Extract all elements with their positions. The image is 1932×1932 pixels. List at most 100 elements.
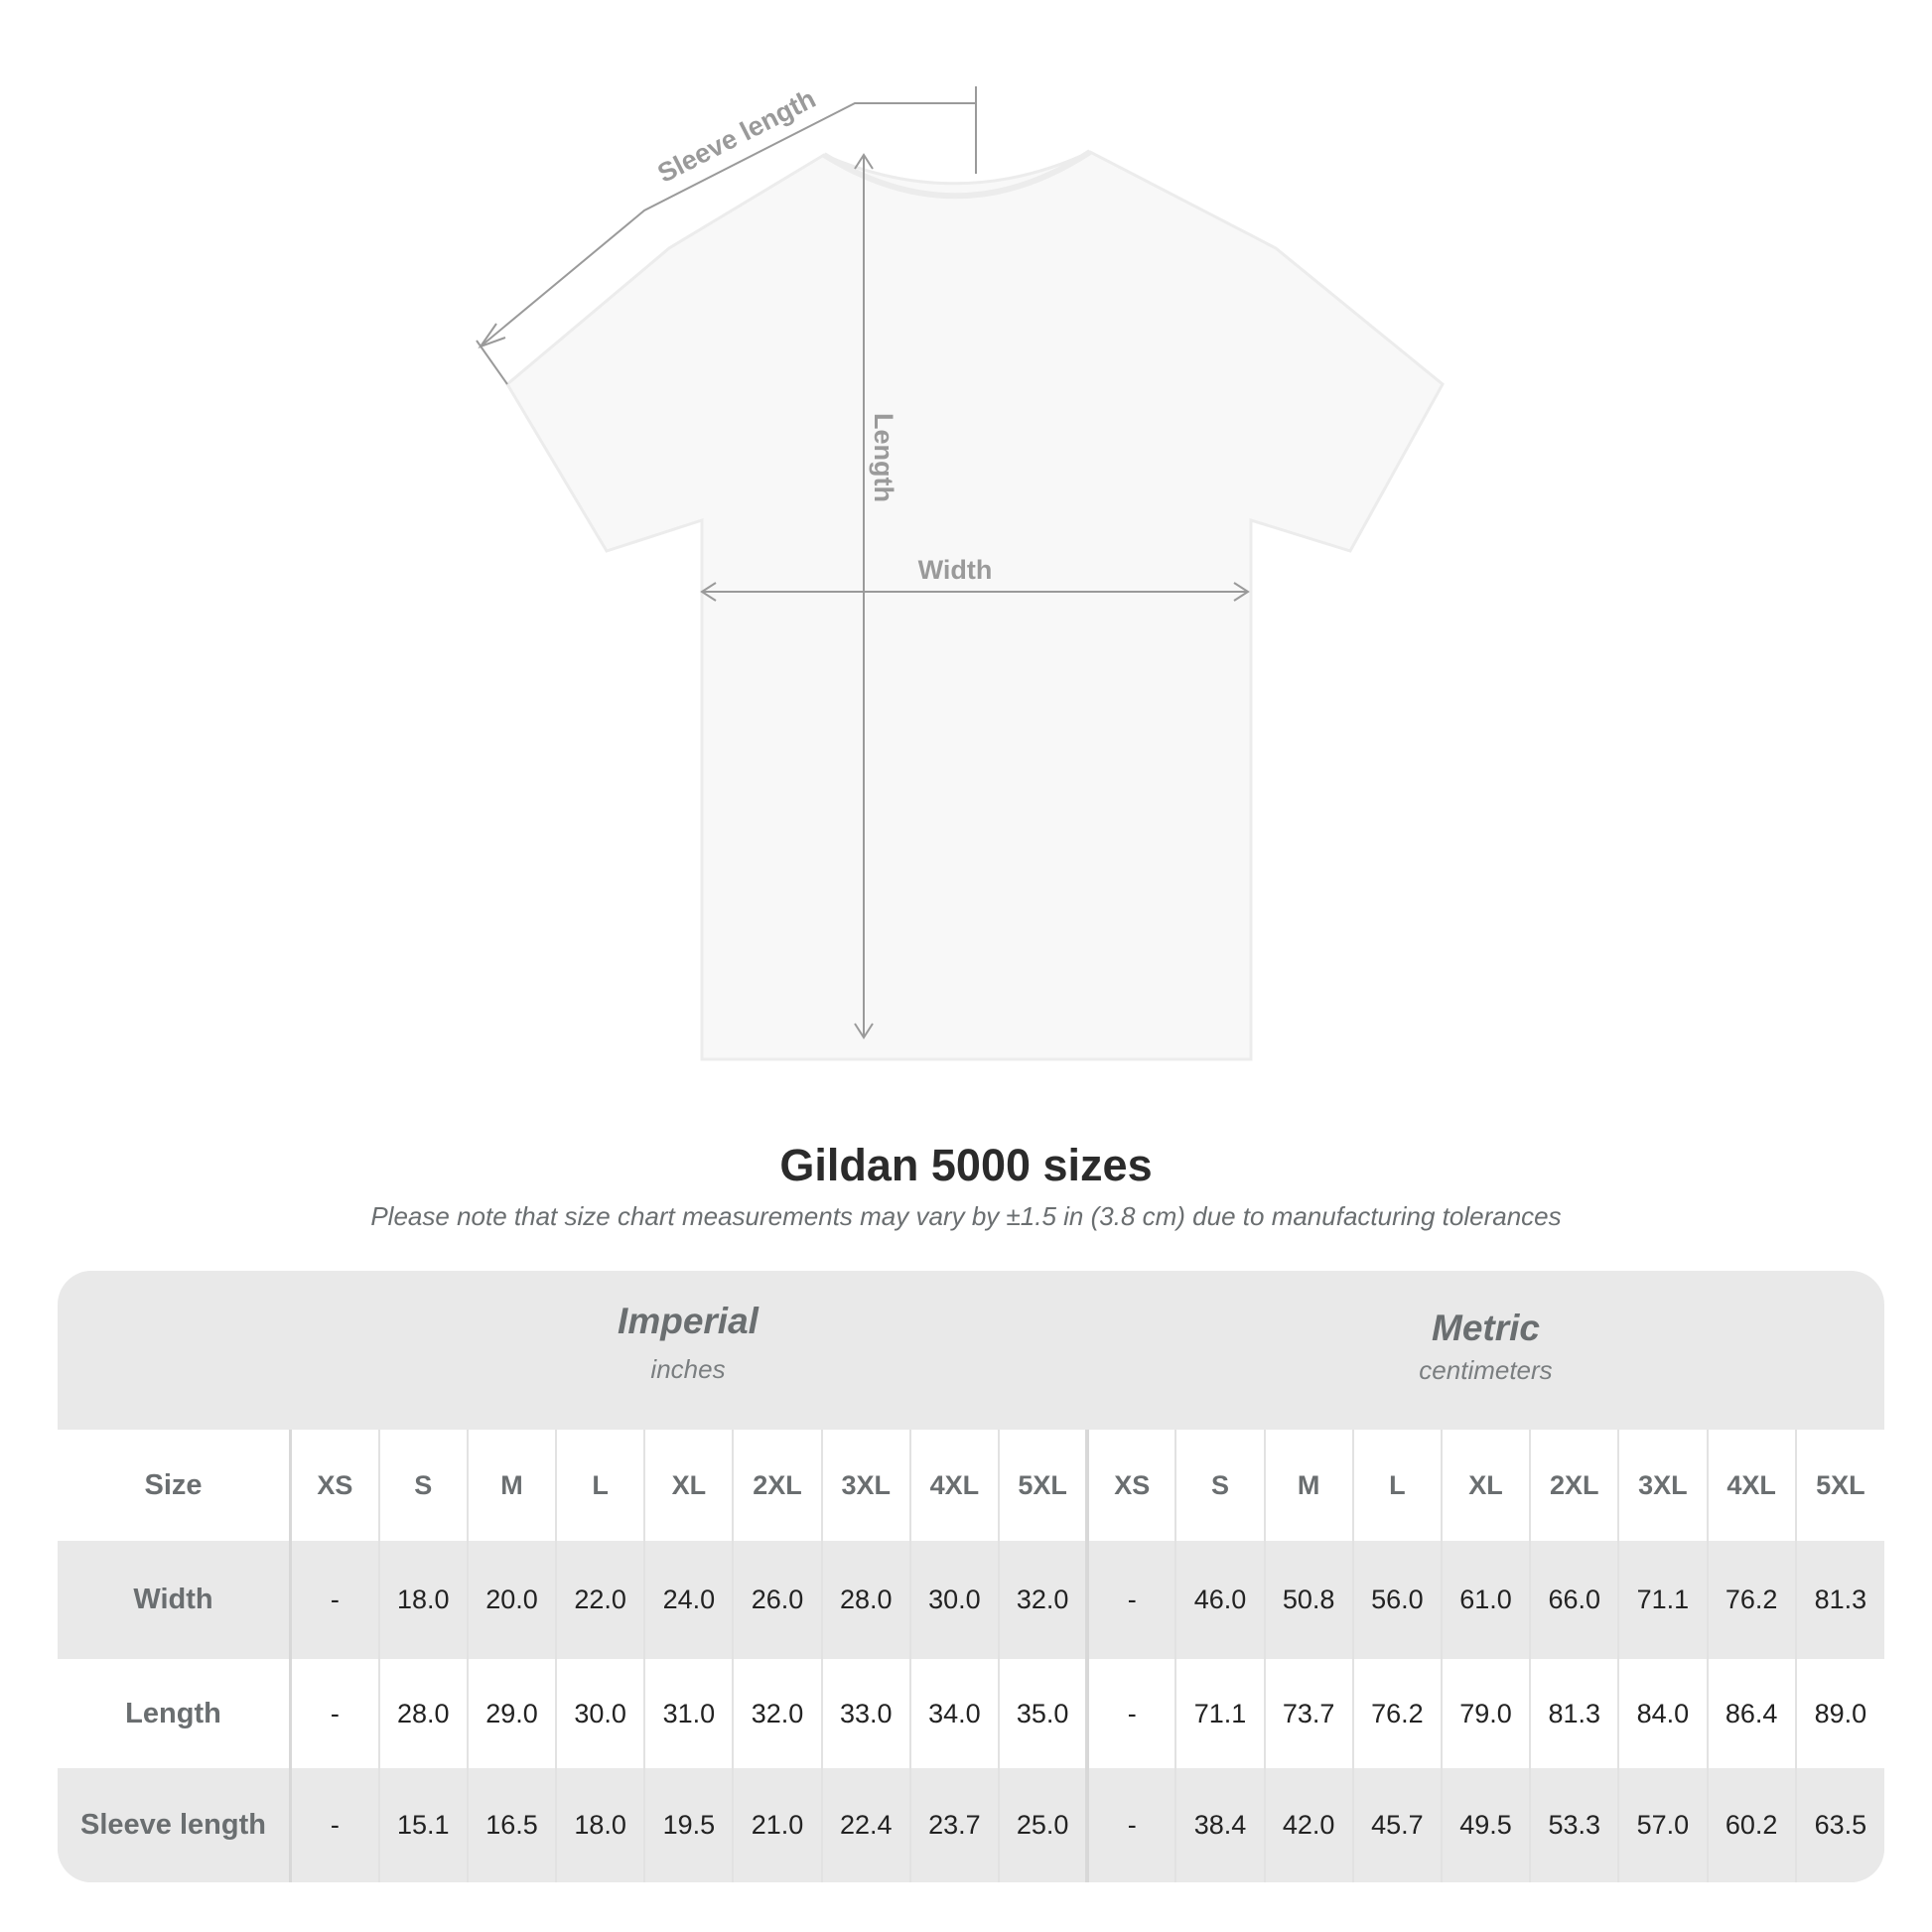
- imperial-cell: 30.0: [555, 1659, 645, 1768]
- metric-cell: 76.2: [1351, 1659, 1442, 1768]
- size-header-row: Size XS S M L XL 2XL 3XL 4XL 5XL XS S M L XL 2XL 3XL 4XL 5…: [58, 1430, 1884, 1541]
- metric-cell: 46.0: [1174, 1541, 1265, 1659]
- row-label: Length: [58, 1659, 292, 1768]
- metric-cell: 81.3: [1794, 1541, 1884, 1659]
- imperial-cell: 28.0: [820, 1541, 910, 1659]
- metric-cell: 71.1: [1174, 1659, 1265, 1768]
- metric-cell: 60.2: [1706, 1768, 1796, 1882]
- imperial-cell: 26.0: [732, 1541, 822, 1659]
- imperial-cell: 23.7: [908, 1768, 999, 1882]
- imperial-cell: 19.5: [643, 1768, 734, 1882]
- imperial-cell: -: [289, 1541, 379, 1659]
- width-label: Width: [918, 555, 993, 585]
- metric-cell: 4XL: [1706, 1430, 1796, 1541]
- size-table: Size XS S M L XL 2XL 3XL 4XL 5XL XS S M L XL 2XL 3XL 4XL 5…: [58, 1430, 1884, 1882]
- imperial-cell: 22.0: [555, 1541, 645, 1659]
- imperial-cell: 34.0: [908, 1659, 999, 1768]
- imperial-cell: 25.0: [997, 1768, 1088, 1882]
- metric-title: Metric: [1432, 1308, 1540, 1348]
- imperial-unit: inches: [650, 1354, 726, 1384]
- imperial-cell: 29.0: [466, 1659, 557, 1768]
- imperial-title: Imperial: [618, 1301, 759, 1341]
- metric-cell: 38.4: [1174, 1768, 1265, 1882]
- metric-cell: 66.0: [1529, 1541, 1619, 1659]
- imperial-cell: 5XL: [997, 1430, 1088, 1541]
- imperial-cell: 32.0: [732, 1659, 822, 1768]
- imperial-cell: -: [289, 1659, 379, 1768]
- width-arrow-right-icon: [1233, 582, 1250, 602]
- metric-cell: 49.5: [1440, 1768, 1531, 1882]
- imperial-cell: XL: [643, 1430, 734, 1541]
- length-row: Length -28.0 29.0 30.0 31.0 32.0 33.0 34.0 35.0-…: [58, 1659, 1884, 1768]
- metric-cell: 84.0: [1617, 1659, 1708, 1768]
- metric-cell: 50.8: [1263, 1541, 1353, 1659]
- metric-cell: 3XL: [1617, 1430, 1708, 1541]
- metric-cell: -: [1085, 1541, 1176, 1659]
- imperial-cell: 35.0: [997, 1659, 1088, 1768]
- metric-cell: 42.0: [1263, 1768, 1353, 1882]
- imperial-cell: 30.0: [908, 1541, 999, 1659]
- size-chart-table: Imperial inches Metric centimeters Size X…: [58, 1271, 1884, 1882]
- imperial-cell: L: [555, 1430, 645, 1541]
- metric-cell: 57.0: [1617, 1768, 1708, 1882]
- metric-cell: 76.2: [1706, 1541, 1796, 1659]
- length-arrow-top-icon: [854, 153, 874, 170]
- imperial-cell: 28.0: [377, 1659, 468, 1768]
- metric-cell: 56.0: [1351, 1541, 1442, 1659]
- imperial-cell: 2XL: [732, 1430, 822, 1541]
- metric-cell: M: [1263, 1430, 1353, 1541]
- length-label: Length: [869, 413, 898, 502]
- row-label: Width: [58, 1541, 292, 1659]
- imperial-header: Imperial inches: [289, 1271, 1087, 1459]
- tolerance-note: Please note that size chart measurements…: [370, 1201, 1562, 1231]
- metric-cell: 53.3: [1529, 1768, 1619, 1882]
- imperial-cell: 33.0: [820, 1659, 910, 1768]
- row-label: Size: [58, 1430, 292, 1541]
- metric-cell: 79.0: [1440, 1659, 1531, 1768]
- imperial-cell: 15.1: [377, 1768, 468, 1882]
- imperial-cell: 4XL: [908, 1430, 999, 1541]
- metric-cell: 45.7: [1351, 1768, 1442, 1882]
- imperial-cell: XS: [289, 1430, 379, 1541]
- metric-cell: 86.4: [1706, 1659, 1796, 1768]
- imperial-cell: M: [466, 1430, 557, 1541]
- metric-cell: L: [1351, 1430, 1442, 1541]
- metric-cell: 81.3: [1529, 1659, 1619, 1768]
- tshirt-outline: [505, 150, 1445, 1061]
- metric-cell: 5XL: [1794, 1430, 1884, 1541]
- imperial-cell: -: [289, 1768, 379, 1882]
- imperial-cell: 16.5: [466, 1768, 557, 1882]
- imperial-cell: 21.0: [732, 1768, 822, 1882]
- imperial-cell: 31.0: [643, 1659, 734, 1768]
- metric-cell: 71.1: [1617, 1541, 1708, 1659]
- page-title: Gildan 5000 sizes: [779, 1140, 1153, 1190]
- imperial-cell: 24.0: [643, 1541, 734, 1659]
- metric-header: Metric centimeters: [1087, 1271, 1884, 1466]
- sleeve-length-row: Sleeve length -15.1 16.5 18.0 19.5 21.0 22.4 23…: [58, 1768, 1884, 1882]
- imperial-cell: 3XL: [820, 1430, 910, 1541]
- collar-shape: [822, 149, 1092, 200]
- metric-cell: 89.0: [1794, 1659, 1884, 1768]
- metric-cell: 61.0: [1440, 1541, 1531, 1659]
- imperial-cell: 18.0: [555, 1768, 645, 1882]
- width-arrow-left-icon: [700, 582, 717, 602]
- imperial-cell: 32.0: [997, 1541, 1088, 1659]
- metric-cell: 73.7: [1263, 1659, 1353, 1768]
- imperial-cell: 22.4: [820, 1768, 910, 1882]
- metric-cell: XS: [1085, 1430, 1176, 1541]
- metric-unit: centimeters: [1419, 1355, 1553, 1385]
- sleeve-arrow-icon: [478, 323, 506, 349]
- imperial-cell: S: [377, 1430, 468, 1541]
- metric-cell: -: [1085, 1659, 1176, 1768]
- sleeve-length-line: [480, 102, 976, 347]
- metric-cell: S: [1174, 1430, 1265, 1541]
- sleeve-length-end-tick: [476, 340, 508, 385]
- metric-cell: -: [1085, 1768, 1176, 1882]
- length-arrow-bottom-icon: [854, 1023, 874, 1039]
- metric-cell: XL: [1440, 1430, 1531, 1541]
- row-label: Sleeve length: [58, 1768, 292, 1882]
- tshirt-diagram: Sleeve length Length Width: [476, 83, 1445, 1061]
- imperial-cell: 18.0: [377, 1541, 468, 1659]
- metric-cell: 63.5: [1794, 1768, 1884, 1882]
- width-row: Width -18.0 20.0 22.0 24.0 26.0 28.0 30.0 32.0-4…: [58, 1541, 1884, 1659]
